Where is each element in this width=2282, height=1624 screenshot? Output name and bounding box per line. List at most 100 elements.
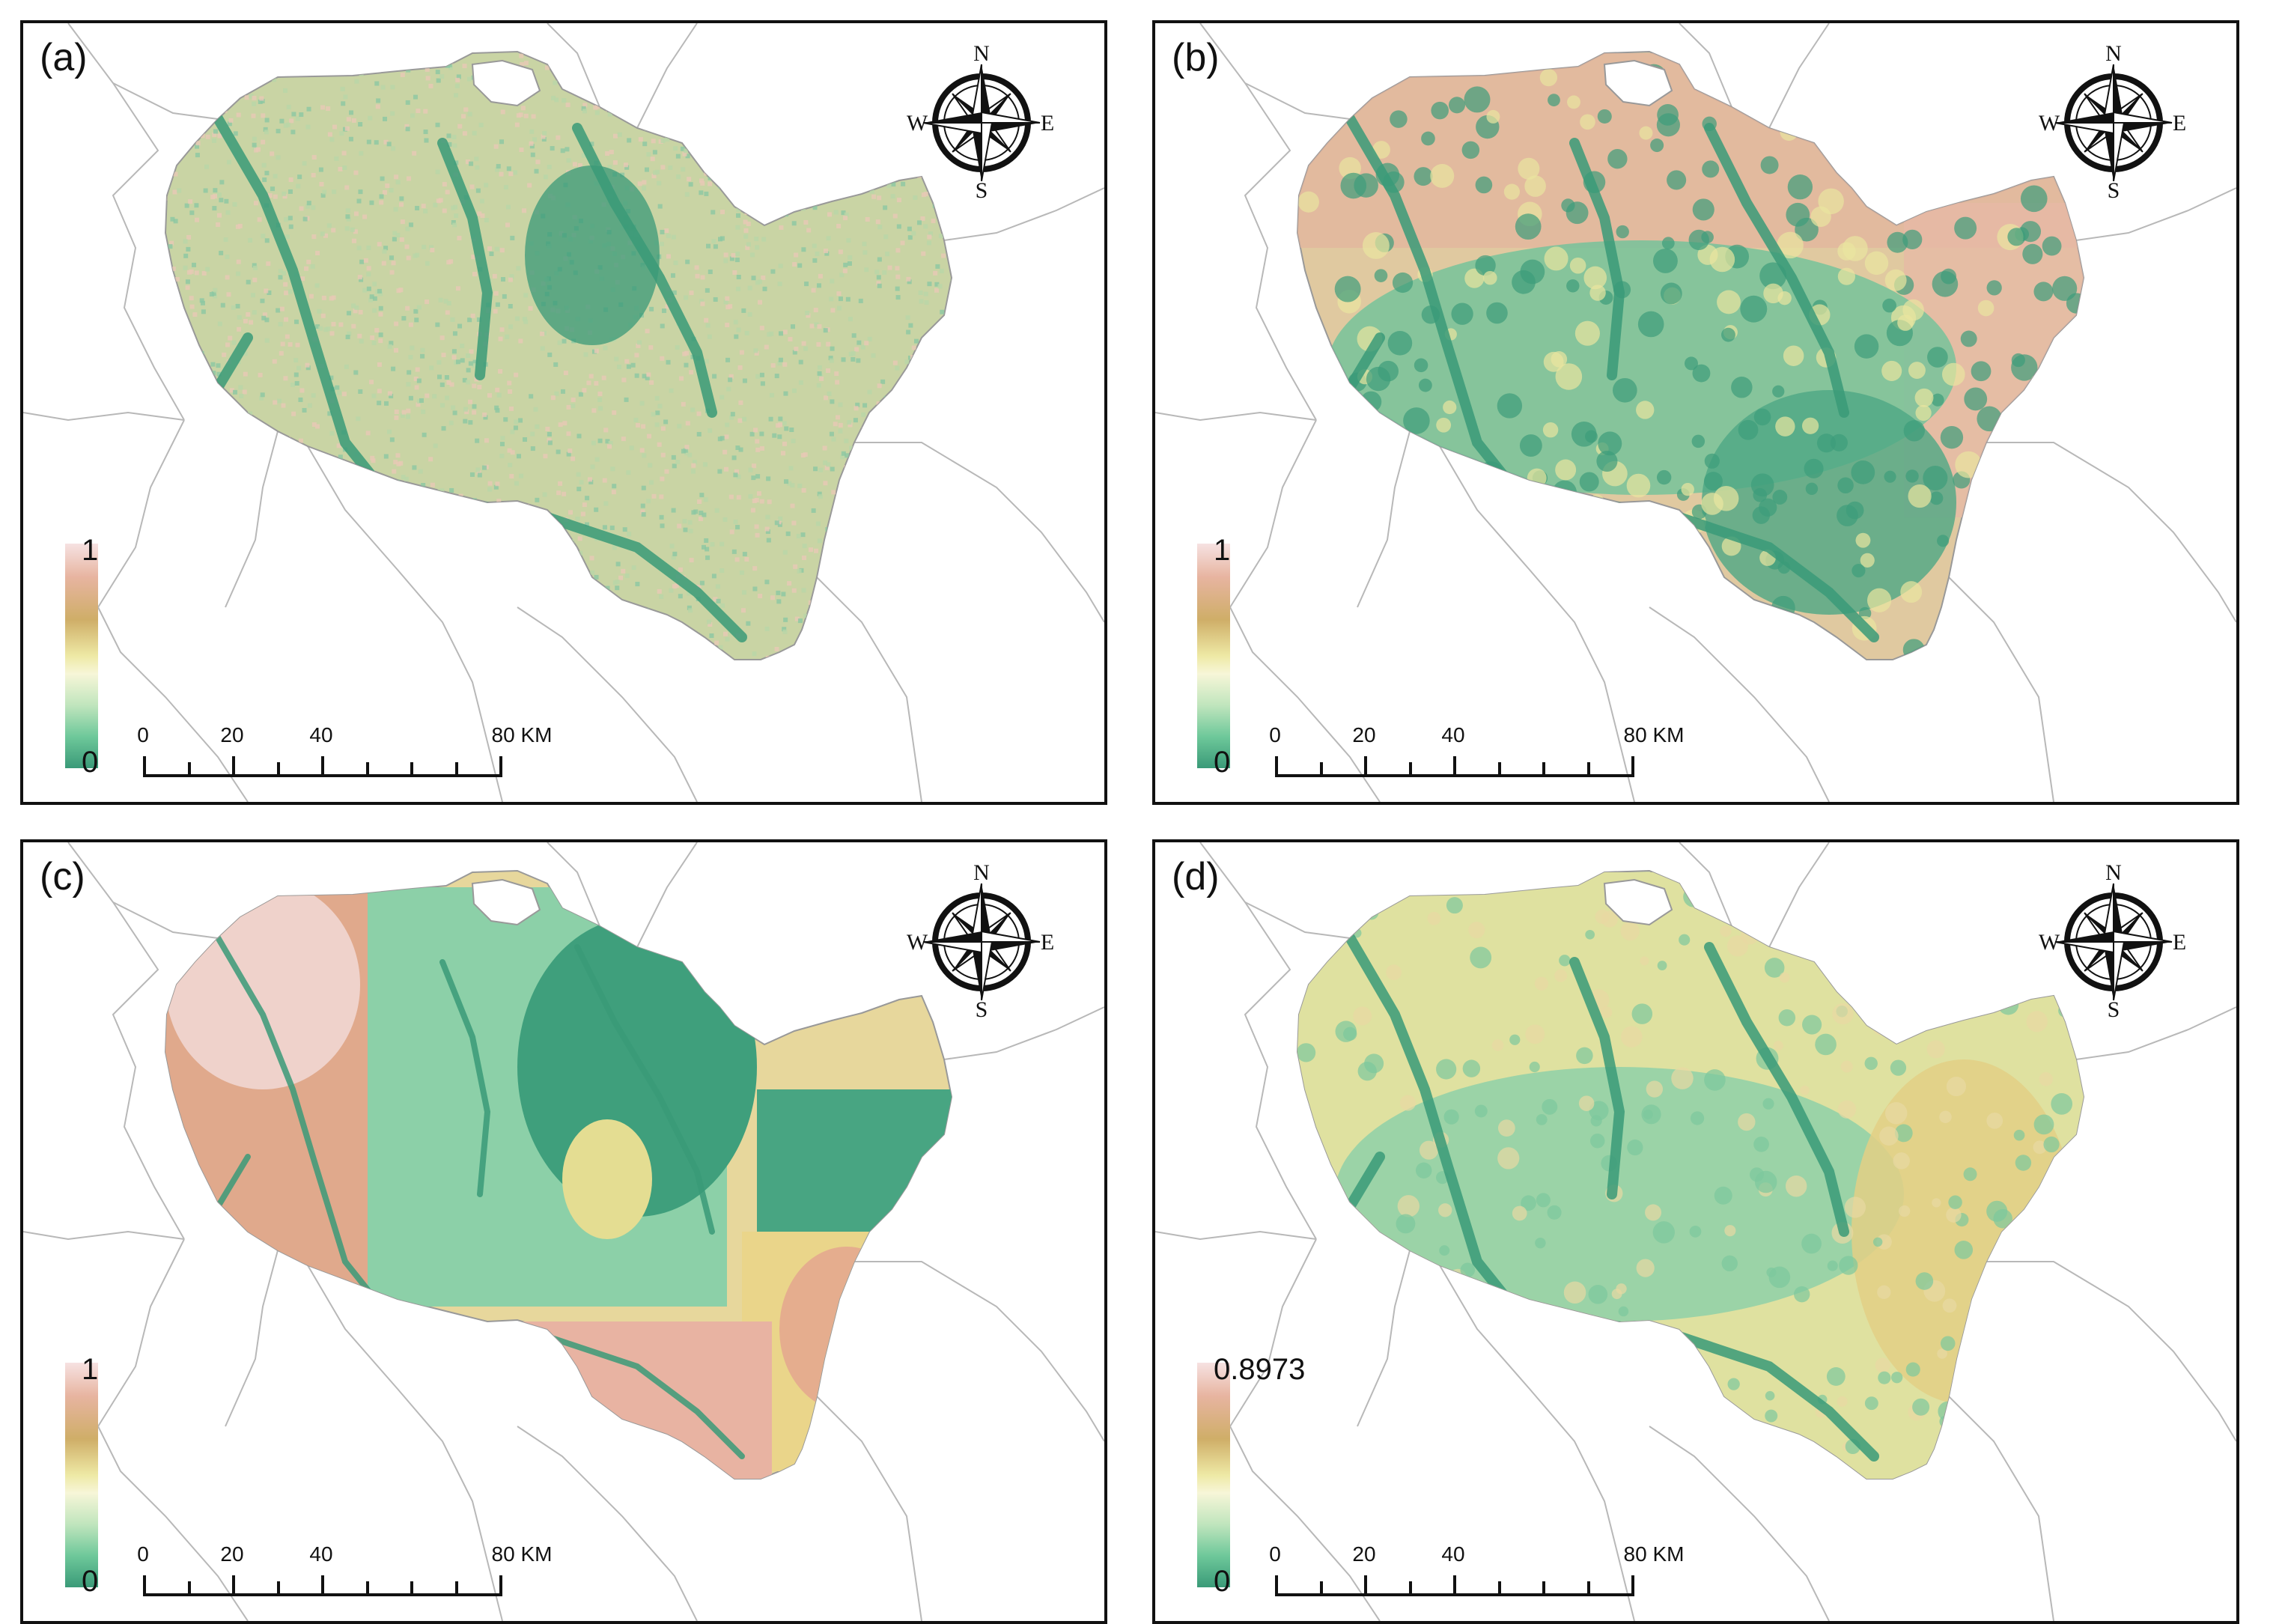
raster-layer bbox=[1297, 872, 2084, 1479]
scale-tick bbox=[1364, 756, 1367, 777]
scale-tick bbox=[143, 756, 146, 777]
panel-label: (d) bbox=[1172, 855, 1220, 898]
scale-tick bbox=[1542, 1581, 1545, 1596]
river bbox=[439, 959, 491, 1197]
scale-tick bbox=[499, 1575, 502, 1596]
compass-label: E bbox=[1041, 930, 1054, 955]
scale-bar: 0 20 40 80 KM bbox=[1269, 1542, 1724, 1602]
compass-label: W bbox=[907, 930, 928, 955]
legend-max-label: 0.8973 bbox=[1214, 1353, 1306, 1386]
river bbox=[207, 922, 378, 1302]
lake bbox=[471, 59, 541, 107]
compass-label: S bbox=[2108, 178, 2120, 201]
legend-gradient bbox=[65, 1363, 98, 1587]
map-panel-b: (b) N S W E 1 0 0 20 40 80 KM bbox=[1152, 20, 2239, 805]
compass-label: E bbox=[2173, 111, 2186, 136]
scale-label: 80 KM bbox=[491, 723, 553, 746]
lake bbox=[1603, 59, 1673, 107]
compass-label: N bbox=[2105, 44, 2122, 66]
north-arrow-icon: N S W E bbox=[907, 863, 1054, 1021]
scale-tick bbox=[1275, 756, 1278, 777]
scale-tick bbox=[276, 762, 280, 777]
scale-label: 40 bbox=[1441, 1542, 1465, 1566]
compass-label: N bbox=[973, 44, 990, 66]
river bbox=[1569, 957, 1625, 1199]
river bbox=[437, 138, 493, 380]
scale-tick bbox=[1364, 1575, 1367, 1596]
scale-label: 0 bbox=[1269, 723, 1281, 746]
river bbox=[1337, 919, 1512, 1304]
scale-label: 40 bbox=[309, 1542, 333, 1566]
scale-bar: 0 20 40 80 KM bbox=[137, 1542, 592, 1602]
scale-tick bbox=[365, 1581, 369, 1596]
map-canvas bbox=[23, 842, 1104, 1621]
scale-tick bbox=[1631, 1575, 1634, 1596]
scale-tick bbox=[1453, 756, 1456, 777]
compass-label: S bbox=[976, 997, 988, 1021]
map-canvas bbox=[1155, 842, 2236, 1621]
scale-tick bbox=[187, 1581, 191, 1596]
color-legend bbox=[65, 1363, 98, 1587]
map-panel-c: (c) N S W E 1 0 0 20 40 80 KM bbox=[20, 839, 1107, 1624]
scale-label: 0 bbox=[1269, 1542, 1281, 1566]
scale-tick bbox=[1275, 1575, 1278, 1596]
compass-label: N bbox=[2105, 863, 2122, 885]
legend-gradient bbox=[1197, 1363, 1230, 1587]
river bbox=[1704, 942, 1849, 1237]
legend-min-label: 0 bbox=[1214, 1565, 1231, 1598]
river bbox=[572, 123, 717, 418]
scale-label: 20 bbox=[1352, 723, 1376, 746]
scale-label: 40 bbox=[309, 723, 333, 746]
scale-tick bbox=[143, 1575, 146, 1596]
scale-tick bbox=[321, 1575, 324, 1596]
scale-tick bbox=[1586, 1581, 1590, 1596]
scale-tick bbox=[276, 1581, 280, 1596]
color-legend bbox=[1197, 1363, 1230, 1587]
compass-label: S bbox=[2108, 997, 2120, 1021]
scale-tick bbox=[1319, 1581, 1323, 1596]
scale-tick bbox=[1408, 1581, 1412, 1596]
river bbox=[205, 100, 380, 485]
compass-label: S bbox=[976, 178, 988, 201]
scale-label: 80 KM bbox=[1623, 723, 1685, 746]
legend-gradient bbox=[1197, 544, 1230, 768]
admin-boundaries bbox=[1155, 842, 2236, 1621]
scale-tick bbox=[321, 756, 324, 777]
river bbox=[1704, 123, 1849, 418]
scale-tick bbox=[1631, 756, 1634, 777]
scale-tick bbox=[187, 762, 191, 777]
north-arrow-icon: N S W E bbox=[907, 44, 1054, 201]
map-panel-a: (a) N S W E 1 0 0 20 40 80 KM bbox=[20, 20, 1107, 805]
scale-tick bbox=[232, 756, 235, 777]
river bbox=[574, 944, 715, 1235]
legend-gradient bbox=[65, 544, 98, 768]
panel-label: (a) bbox=[40, 36, 88, 79]
admin-boundaries bbox=[23, 842, 1104, 1621]
legend-min-label: 0 bbox=[82, 1565, 99, 1598]
legend-max-label: 1 bbox=[1214, 534, 1231, 567]
compass-label: N bbox=[973, 863, 990, 885]
scale-label: 0 bbox=[137, 723, 149, 746]
scale-tick bbox=[232, 1575, 235, 1596]
scale-tick bbox=[454, 762, 458, 777]
scale-bar: 0 20 40 80 KM bbox=[1269, 723, 1724, 783]
scale-tick bbox=[454, 1581, 458, 1596]
scale-label: 20 bbox=[220, 1542, 244, 1566]
map-panel-d: (d) N S W E 0.8973 0 0 20 40 80 KM bbox=[1152, 839, 2239, 1624]
scale-tick bbox=[499, 756, 502, 777]
scale-label: 0 bbox=[137, 1542, 149, 1566]
scale-bar: 0 20 40 80 KM bbox=[137, 723, 592, 783]
north-arrow-icon: N S W E bbox=[2039, 44, 2186, 201]
admin-boundaries bbox=[1155, 23, 2236, 802]
scale-tick bbox=[1542, 762, 1545, 777]
scale-tick bbox=[1453, 1575, 1456, 1596]
scale-label: 40 bbox=[1441, 723, 1465, 746]
admin-boundaries bbox=[23, 23, 1104, 802]
scale-label: 20 bbox=[1352, 1542, 1376, 1566]
legend-max-label: 1 bbox=[82, 1353, 99, 1386]
scale-tick bbox=[1319, 762, 1323, 777]
map-canvas bbox=[1155, 23, 2236, 802]
raster-layer bbox=[1297, 53, 2084, 660]
compass-label: W bbox=[907, 111, 928, 136]
compass-label: E bbox=[1041, 111, 1054, 136]
